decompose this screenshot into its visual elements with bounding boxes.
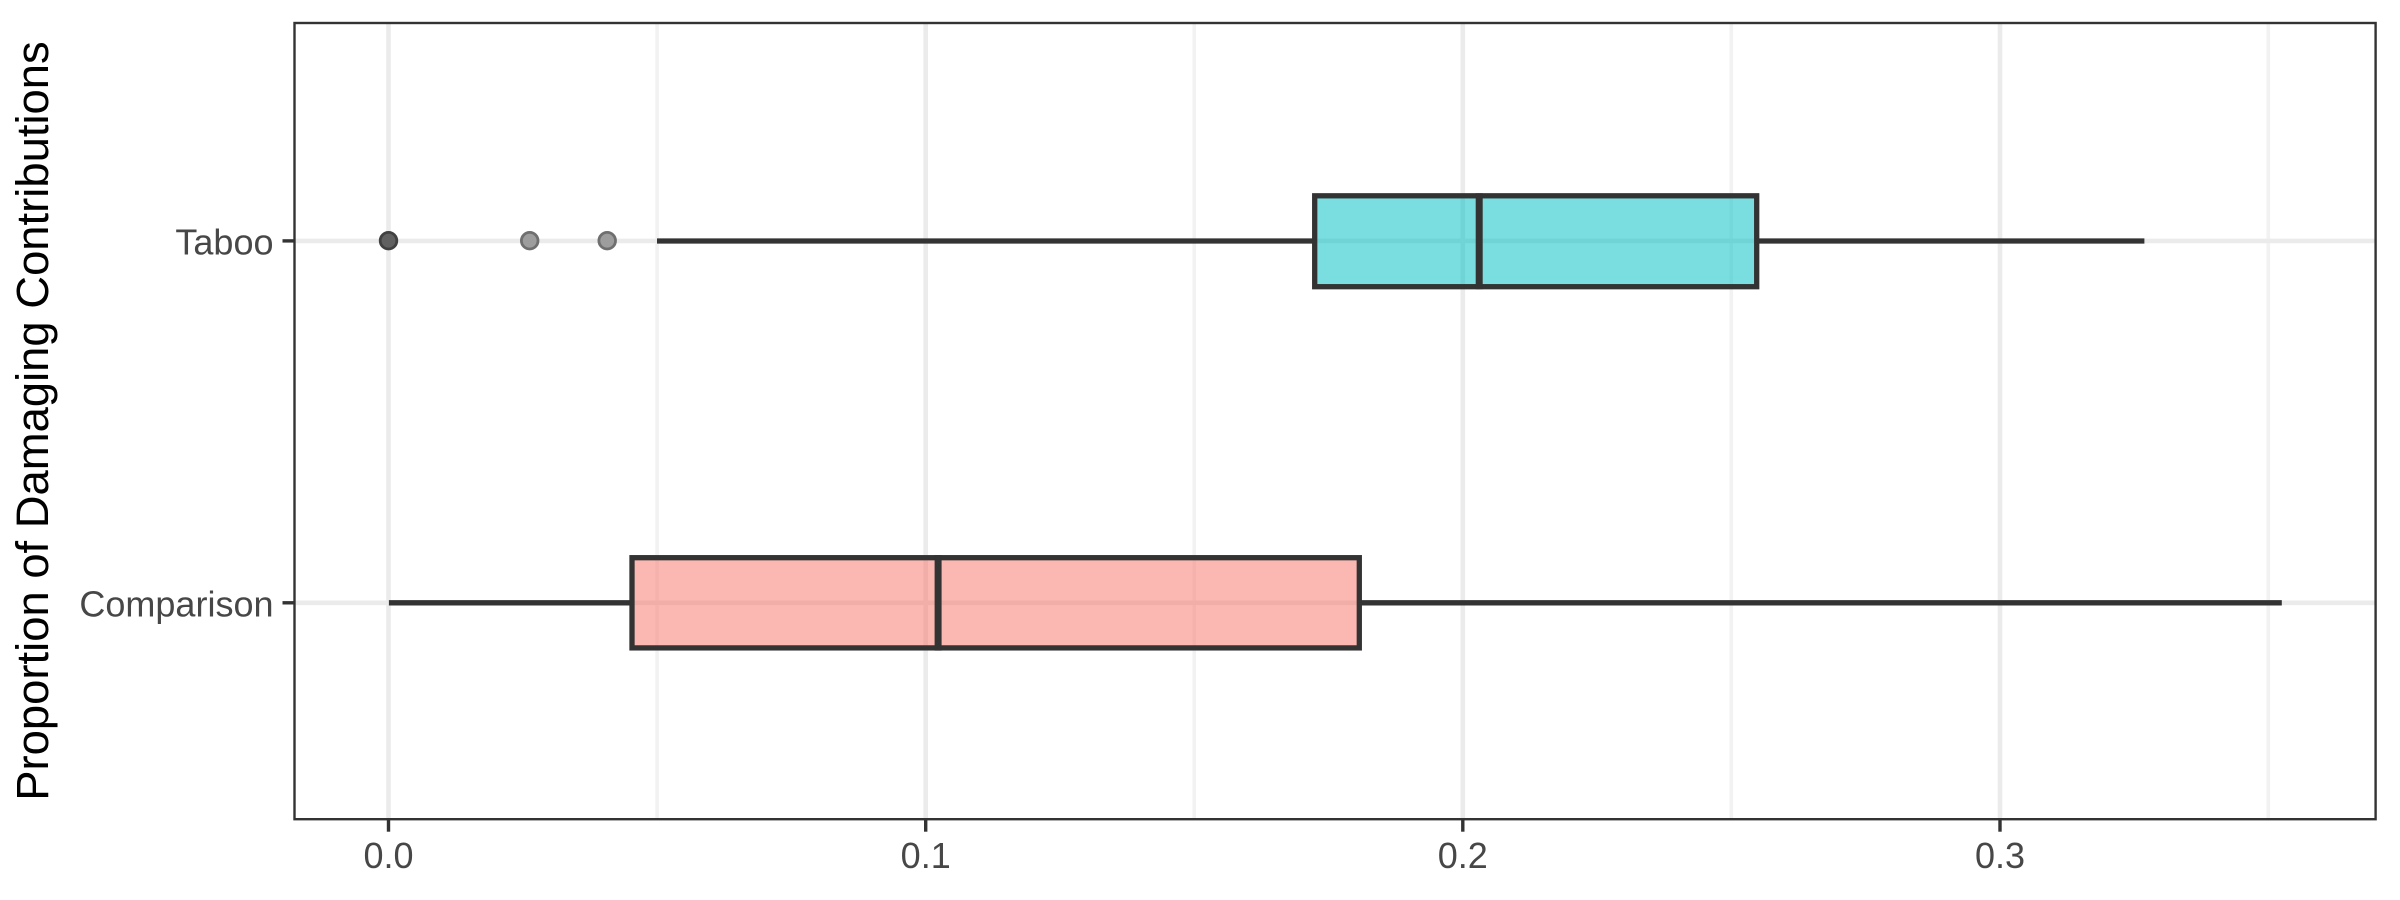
svg-text:0.3: 0.3 [1975, 835, 2025, 876]
svg-text:0.2: 0.2 [1438, 835, 1488, 876]
svg-text:0.0: 0.0 [363, 835, 413, 876]
svg-text:Comparison: Comparison [79, 584, 273, 625]
svg-text:0.1: 0.1 [901, 835, 951, 876]
svg-text:Proportion of Damaging Contrib: Proportion of Damaging Contributions [7, 41, 58, 800]
svg-text:Taboo: Taboo [175, 222, 273, 263]
